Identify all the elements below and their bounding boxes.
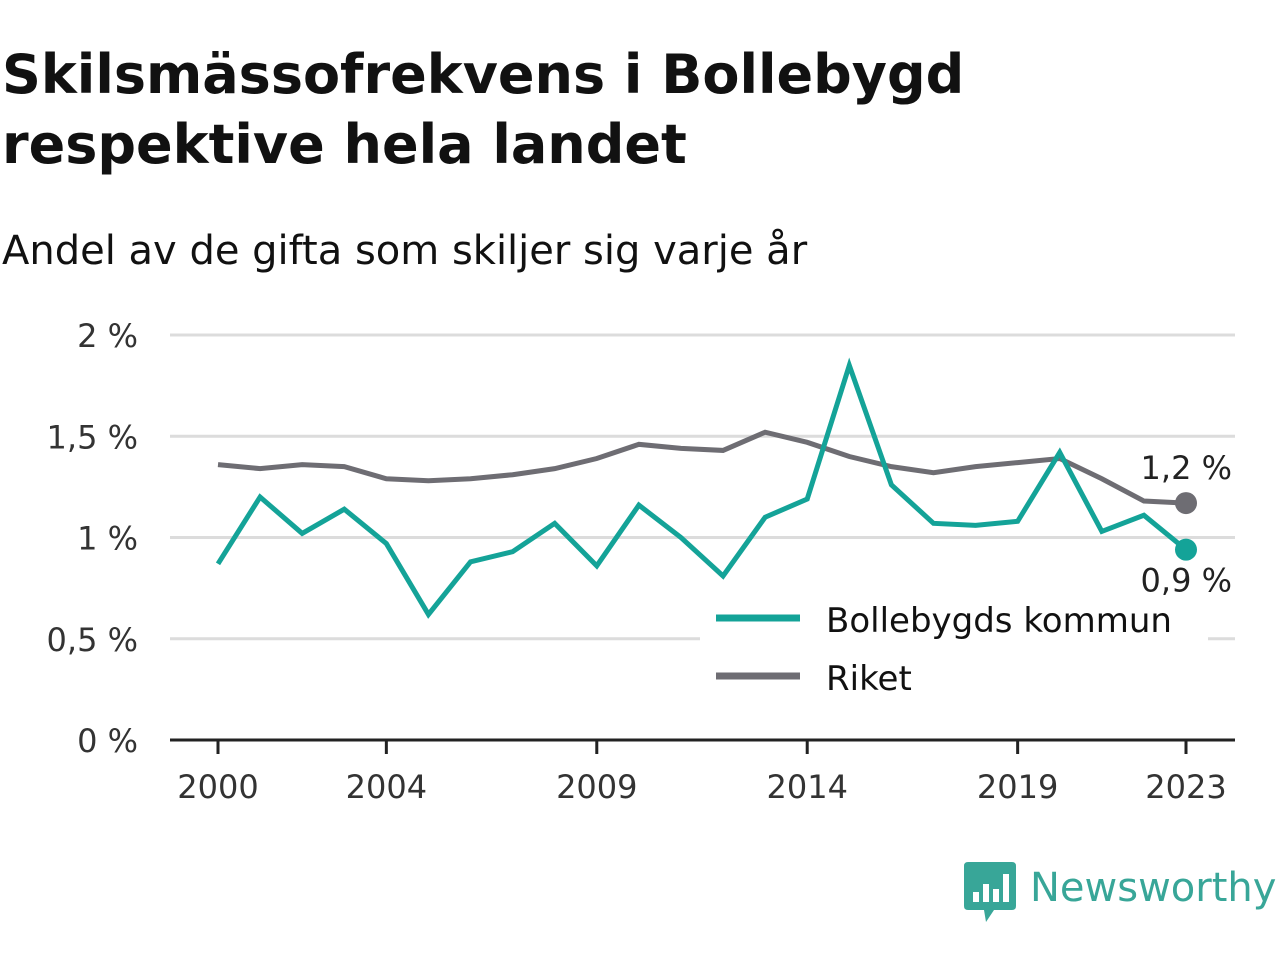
y-tick-label: 1 %: [77, 520, 138, 558]
legend-label: Riket: [826, 659, 912, 699]
legend-background: [700, 595, 1208, 705]
x-tick-label: 2023: [1145, 768, 1226, 806]
legend-label: Bollebygds kommun: [826, 601, 1172, 641]
x-tick-label: 2000: [177, 768, 258, 806]
x-tick-label: 2019: [977, 768, 1058, 806]
series-line-bollebygds-kommun: [215, 357, 1188, 619]
brand-logo: Newsworthy: [964, 862, 1276, 926]
end-label: 1,2 %: [1141, 449, 1232, 487]
x-axis: 2000 2004 2009 2014 2019 2023: [170, 738, 1235, 806]
chart-title: Skilsmässofrekvens i Bollebygd respektiv…: [2, 43, 965, 176]
y-tick-label: 1,5 %: [47, 418, 138, 456]
end-label: 0,9 %: [1141, 562, 1232, 600]
x-tick-label: 2014: [766, 768, 847, 806]
end-point-markers: 0,9 % 1,2 %: [1141, 449, 1232, 600]
y-tick-label: 0 %: [77, 722, 138, 760]
y-tick-label: 2 %: [77, 317, 138, 355]
y-tick-label: 0,5 %: [47, 621, 138, 659]
x-tick-label: 2009: [556, 768, 637, 806]
brand-name: Newsworthy: [1030, 865, 1277, 911]
grid-lines: [170, 333, 1235, 641]
chart-subtitle: Andel av de gifta som skiljer sig varje …: [2, 228, 808, 274]
end-marker: [1175, 492, 1197, 515]
series-lines: [215, 357, 1188, 619]
series-line-riket: [217, 429, 1187, 506]
bar-chart-icon: [964, 862, 1016, 922]
y-axis: 0 % 0,5 % 1 % 1,5 % 2 %: [47, 317, 138, 760]
end-marker: [1175, 538, 1197, 561]
legend: Bollebygds kommun Riket: [700, 595, 1208, 705]
x-tick-label: 2004: [346, 768, 427, 806]
